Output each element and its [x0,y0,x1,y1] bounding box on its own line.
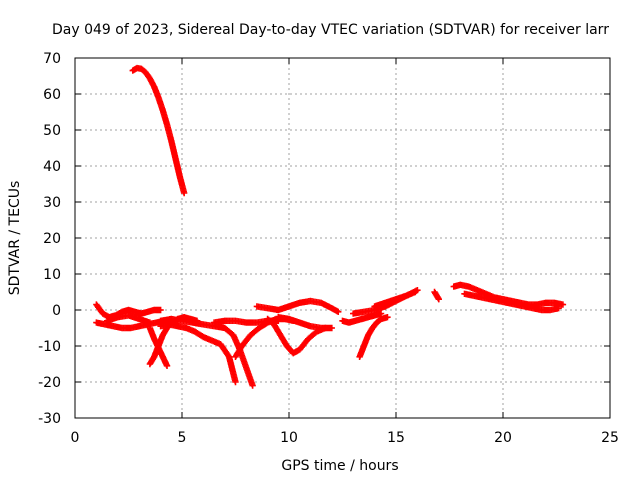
x-tick-label: 0 [71,430,80,446]
grid [75,58,610,418]
y-tick-label: 50 [43,123,61,139]
y-tick-label: 30 [43,195,61,211]
axis-ticks: 0 5 10 15 20 25 -30 -20 -10 0 10 20 30 40 50 60 70 [38,51,619,446]
x-tick-label: 15 [387,430,405,446]
y-tick-label: 40 [43,159,61,175]
series-arc-3 [93,318,168,332]
series-arc-13 [275,314,335,331]
y-tick-label: 60 [43,87,61,103]
y-tick-label: -30 [38,411,61,427]
x-tick-label: 20 [494,430,512,446]
series-arc-17 [371,289,418,310]
chart-title: Day 049 of 2023, Sidereal Day-to-day VTE… [52,22,609,38]
series-arc-1 [130,65,188,196]
y-tick-label: 70 [43,51,61,67]
y-tick-label: -20 [38,375,61,391]
x-tick-label: 10 [280,430,298,446]
y-tick-label: 10 [43,267,61,283]
data-points [93,65,566,389]
sdtvar-chart: Day 049 of 2023, Sidereal Day-to-day VTE… [0,0,640,480]
x-axis-label: GPS time / hours [281,458,398,474]
series-arc-12 [254,298,342,315]
x-tick-label: 5 [178,430,187,446]
series-arc-18 [431,289,442,303]
y-tick-label: 0 [52,303,61,319]
y-tick-label: -10 [38,339,61,355]
y-tick-label: 20 [43,231,61,247]
x-tick-label: 25 [601,430,619,446]
y-axis-label: SDTVAR / TECUs [7,181,23,296]
